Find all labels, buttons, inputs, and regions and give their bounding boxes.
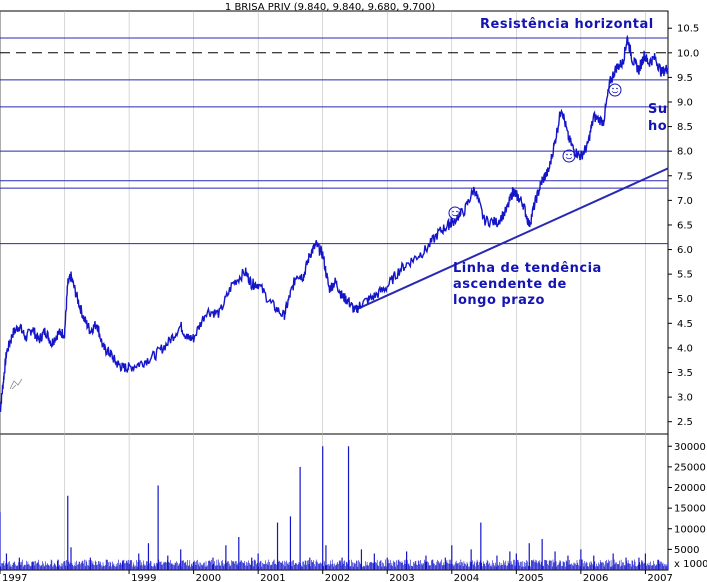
price-tick-label: 8.0 [677,147,693,158]
price-tick-label: 2.5 [677,417,693,428]
x-tick-label: 2001 [260,573,285,582]
volume-tick-label: 10000 [674,524,706,535]
price-tick-label: 6.5 [677,220,693,231]
x-tick-label: 2004 [454,573,479,582]
trendline-label-line-3: longo prazo [453,293,545,308]
x-tick-label: 2000 [196,573,221,582]
price-tick-label: 3.0 [677,393,693,404]
price-axis-ticks: 2.5 3.0 3.5 4.0 4.5 5.0 5.5 6.0 6.5 7.0 7.5 8.0 8.5 9… [668,24,699,428]
x-tick-label: 1997 [2,573,27,582]
x-tick-label: 2005 [518,573,543,582]
volume-tick-label: 5000 [674,545,699,556]
horizontal-levels [0,37,668,245]
support-label-line-1: Su [648,102,668,117]
smiley-icon [448,206,462,220]
price-tick-label: 7.0 [677,196,693,207]
price-line [0,34,669,413]
volume-tick-label: 20000 [674,483,706,494]
price-tick-label: 10.0 [677,48,699,59]
grid-lines [0,11,646,570]
price-tick-label: 8.5 [677,122,693,133]
smiley-icon [608,83,622,97]
price-tick-label: 5.5 [677,270,693,281]
resistance-label: Resistência horizontal [480,17,654,32]
volume-tick-label: 30000 [674,442,706,453]
price-tick-label: 5.0 [677,294,693,305]
logo-icon [9,378,23,390]
chart-title: 1 BRISA PRIV (9.840, 9.840, 9.680, 9.700… [225,2,435,13]
price-tick-label: 4.5 [677,319,693,330]
volume-series [0,446,669,570]
price-tick-label: 10.5 [677,24,699,35]
volume-axis-ticks: 5000 10000 15000 20000 25000 30000 x 1000 [668,442,707,570]
price-tick-label: 4.0 [677,343,693,354]
volume-panel-frame [0,433,669,571]
trendline [357,167,669,310]
price-series [0,34,669,413]
smiley-icon [562,149,576,163]
x-tick-label: 2002 [325,573,350,582]
volume-tick-label: 15000 [674,504,706,515]
x-tick-label: 2003 [389,573,414,582]
trendline-label-line-2: ascendente de [453,277,567,292]
x-tick-label: 1999 [131,573,156,582]
x-tick-label: 2006 [583,573,608,582]
price-tick-label: 7.5 [677,171,693,182]
x-tick-label: 2007 [647,573,672,582]
support-label-line-2: ho [648,119,667,134]
price-panel-frame [0,10,669,435]
trendline-label-line-1: Linha de tendência [453,261,602,276]
price-tick-label: 9.0 [677,97,693,108]
volume-unit-label: x 1000 [674,559,707,570]
price-tick-label: 9.5 [677,73,693,84]
trendline-group [357,167,669,310]
price-tick-label: 3.5 [677,368,693,379]
x-axis-ticks: 1997 1999 2000 2001 2002 2003 2004 2005 2006 2007 [0,570,673,582]
volume-tick-label: 25000 [674,462,706,473]
price-tick-label: 6.0 [677,245,693,256]
